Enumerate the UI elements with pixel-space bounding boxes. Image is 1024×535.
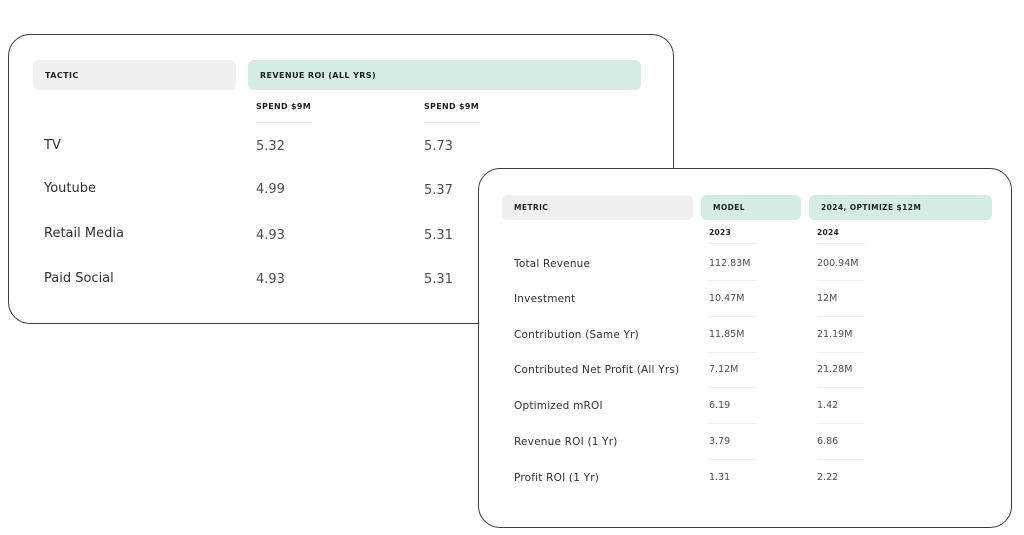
metric-column-header: METRIC <box>502 195 693 220</box>
metrics-card: METRIC MODEL 2024, OPTIMIZE $12M 2023 20… <box>478 168 1012 528</box>
metric-value: 6.19 <box>709 400 731 411</box>
metric-value: 200.94M <box>817 258 859 269</box>
metric-value: 10.47M <box>709 293 745 304</box>
metric-value: 1.31 <box>709 472 731 483</box>
divider <box>817 243 865 244</box>
divider <box>709 459 757 460</box>
roi-value: 4.99 <box>256 182 285 197</box>
divider <box>817 459 865 460</box>
metric-value: 1.42 <box>817 400 839 411</box>
year-subheader-2023: 2023 <box>709 228 732 237</box>
metric-total-revenue: Total Revenue <box>514 258 591 270</box>
divider <box>709 387 757 388</box>
divider <box>709 316 757 317</box>
revenue-roi-column-header: REVENUE ROI (ALL YRS) <box>248 60 641 90</box>
metric-profit-roi-1yr: Profit ROI (1 Yr) <box>514 472 600 484</box>
metric-investment: Investment <box>514 293 576 305</box>
divider <box>709 352 757 353</box>
divider <box>709 243 757 244</box>
metric-revenue-roi-1yr: Revenue ROI (1 Yr) <box>514 436 618 448</box>
roi-value: 5.73 <box>424 139 453 154</box>
roi-value: 5.37 <box>424 183 453 198</box>
metric-value: 12M <box>817 293 838 304</box>
divider <box>256 122 312 123</box>
metric-value: 112.83M <box>709 258 751 269</box>
divider <box>817 280 865 281</box>
roi-value: 4.93 <box>256 272 285 287</box>
metric-value: 6.86 <box>817 436 839 447</box>
metric-value: 3.79 <box>709 436 731 447</box>
tactic-paid-social: Paid Social <box>44 271 114 286</box>
model-column-header: MODEL <box>701 195 801 220</box>
year-subheader-2024: 2024 <box>817 228 840 237</box>
roi-value: 4.93 <box>256 228 285 243</box>
roi-value: 5.31 <box>424 228 453 243</box>
divider <box>817 387 865 388</box>
metric-contribution-same-yr: Contribution (Same Yr) <box>514 329 639 341</box>
metric-value: 11.85M <box>709 329 745 340</box>
metric-value: 21.28M <box>817 364 853 375</box>
divider <box>817 316 865 317</box>
divider <box>817 423 865 424</box>
divider <box>817 352 865 353</box>
spend-subheader-1: SPEND $9M <box>256 102 312 111</box>
metric-optimized-mroi: Optimized mROI <box>514 400 603 412</box>
optimize-column-header: 2024, OPTIMIZE $12M <box>809 195 992 220</box>
metric-value: 2.22 <box>817 472 839 483</box>
roi-value: 5.32 <box>256 139 285 154</box>
tactic-youtube: Youtube <box>44 181 96 196</box>
roi-value: 5.31 <box>424 272 453 287</box>
spend-subheader-2: SPEND $9M <box>424 102 480 111</box>
tactic-retail-media: Retail Media <box>44 226 124 241</box>
divider <box>709 423 757 424</box>
tactic-column-header: TACTIC <box>33 60 236 90</box>
metric-contributed-net-profit: Contributed Net Profit (All Yrs) <box>514 364 680 376</box>
divider <box>424 122 480 123</box>
metric-value: 7.12M <box>709 364 739 375</box>
metric-value: 21.19M <box>817 329 853 340</box>
divider <box>709 280 757 281</box>
tactic-tv: TV <box>44 138 61 153</box>
